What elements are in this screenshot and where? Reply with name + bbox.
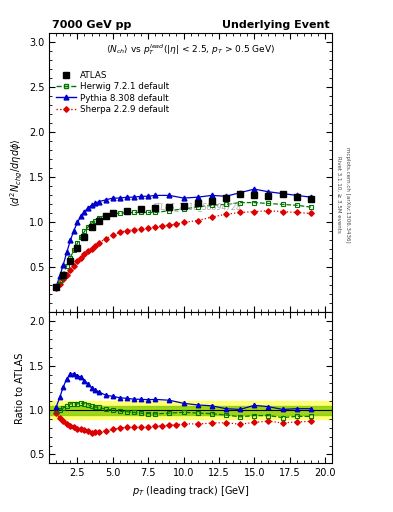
Text: ATLAS_2010_S8894728: ATLAS_2010_S8894728: [151, 202, 241, 211]
Text: mcplots.cern.ch [arXiv:1306.3436]: mcplots.cern.ch [arXiv:1306.3436]: [345, 147, 350, 242]
Legend: ATLAS, Herwig 7.2.1 default, Pythia 8.308 default, Sherpa 2.2.9 default: ATLAS, Herwig 7.2.1 default, Pythia 8.30…: [56, 71, 169, 114]
Bar: [49, 406, 332, 415]
Bar: [49, 401, 332, 419]
Text: 7000 GeV pp: 7000 GeV pp: [52, 20, 131, 31]
Y-axis label: Ratio to ATLAS: Ratio to ATLAS: [15, 352, 25, 423]
X-axis label: $p_T$ (leading track) [GeV]: $p_T$ (leading track) [GeV]: [132, 484, 249, 498]
Text: Underlying Event: Underlying Event: [222, 20, 329, 31]
Text: Rivet 3.1.10, ≥ 3.5M events: Rivet 3.1.10, ≥ 3.5M events: [336, 156, 341, 233]
Text: $\langle N_{ch}\rangle$ vs $p_T^{lead}$(|$\eta$| < 2.5, $p_T$ > 0.5 GeV): $\langle N_{ch}\rangle$ vs $p_T^{lead}$(…: [106, 41, 275, 57]
Y-axis label: $\langle d^2 N_{chg}/d\eta d\phi \rangle$: $\langle d^2 N_{chg}/d\eta d\phi \rangle…: [8, 139, 25, 207]
